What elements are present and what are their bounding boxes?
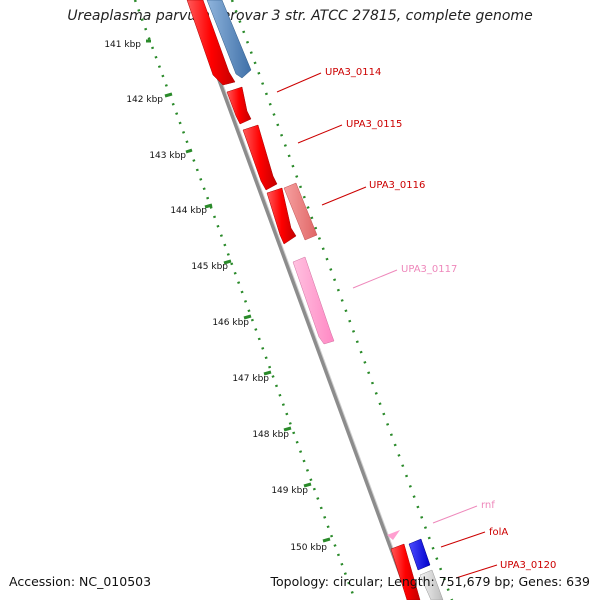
gene-label-upa3-0114[interactable]: UPA3_0114	[325, 67, 381, 78]
kbp-label-148: 148 kbp	[252, 430, 289, 440]
kbp-label-144: 144 kbp	[170, 206, 207, 216]
backbone-line	[188, 0, 412, 600]
tick-143	[185, 148, 193, 154]
gene-label-upa3-0117[interactable]: UPA3_0117	[401, 264, 457, 275]
kbp-label-141: 141 kbp	[104, 40, 141, 50]
callout-upa3-0114	[276, 72, 322, 93]
gene-grey-bottom	[419, 569, 444, 600]
gene-label-upa3-0116[interactable]: UPA3_0116	[369, 180, 425, 191]
gene-upa3-0115	[242, 124, 278, 191]
gene-upa3-0114	[226, 86, 252, 125]
gene-labels: UPA3_0114 UPA3_0115 UPA3_0116 UPA3_0117 …	[325, 67, 556, 571]
tick-148	[283, 426, 292, 432]
gene-label-upa3-0115[interactable]: UPA3_0115	[346, 119, 402, 130]
tick-150	[322, 537, 331, 543]
tick-142	[164, 92, 173, 98]
kbp-label-143: 143 kbp	[149, 151, 186, 161]
kbp-label-147: 147 kbp	[232, 374, 269, 384]
callout-upa3-0115	[297, 124, 343, 144]
gene-label-folA[interactable]: folA	[489, 527, 508, 538]
gene-upa3-0116-reverse	[283, 182, 318, 241]
kbp-label-150: 150 kbp	[290, 543, 327, 553]
tick-147	[263, 370, 272, 376]
kbp-ticks	[146, 39, 331, 543]
kbp-labels: 141 kbp 142 kbp 143 kbp 144 kbp 145 kbp …	[104, 40, 327, 553]
backbone-highlight	[191, 0, 413, 600]
gene-upa3-0117	[292, 256, 335, 345]
callout-lines	[276, 72, 498, 579]
kbp-label-146: 146 kbp	[212, 318, 249, 328]
left-dotted-ring	[133, 0, 357, 600]
kbp-label-149: 149 kbp	[271, 486, 308, 496]
callout-upa3-0120	[455, 564, 498, 579]
tick-145	[223, 259, 232, 265]
gene-blue-top	[206, 0, 252, 79]
kbp-label-145: 145 kbp	[191, 262, 228, 272]
genome-summary-text: Topology: circular; Length: 751,679 bp; …	[270, 574, 591, 589]
gene-folA	[390, 543, 421, 600]
callout-upa3-0117	[352, 269, 398, 289]
gene-rnf-marker	[387, 530, 400, 540]
gene-label-rnf[interactable]: rnf	[481, 500, 495, 511]
gene-upa3-0120	[408, 538, 431, 571]
tick-149	[303, 482, 312, 488]
callout-rnf	[432, 505, 478, 524]
gene-upa3-0116	[266, 187, 297, 245]
accession-text: Accession: NC_010503	[9, 574, 152, 589]
callout-folA	[440, 531, 486, 548]
gene-upa3-0113	[186, 0, 236, 86]
right-dashed-ring	[230, 0, 454, 600]
forward-genes	[186, 0, 421, 600]
map-title: Ureaplasma parvum serovar 3 str. ATCC 27…	[67, 8, 533, 24]
kbp-label-142: 142 kbp	[126, 95, 163, 105]
tick-144	[204, 203, 213, 209]
callout-upa3-0116	[321, 186, 367, 206]
tick-146	[243, 314, 252, 320]
gene-label-upa3-0120[interactable]: UPA3_0120	[500, 560, 556, 571]
